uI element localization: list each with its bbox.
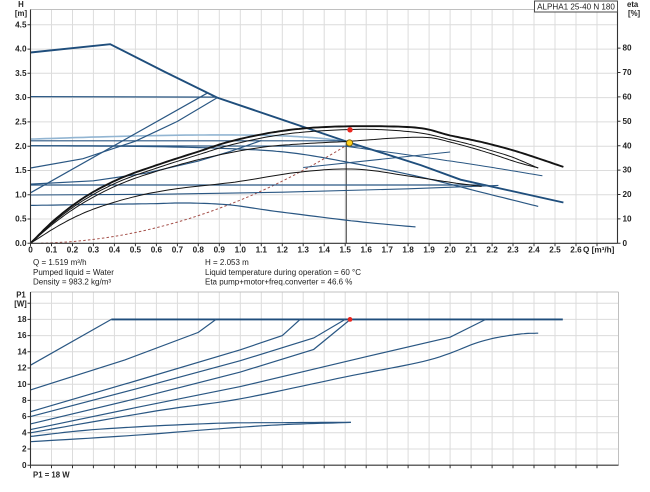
svg-text:1.0: 1.0 [235, 246, 247, 255]
svg-text:18: 18 [17, 315, 27, 324]
svg-text:1.5: 1.5 [15, 166, 27, 175]
svg-text:2.4: 2.4 [528, 246, 540, 255]
svg-text:2.6: 2.6 [570, 246, 582, 255]
svg-text:6: 6 [22, 412, 27, 421]
svg-text:60: 60 [623, 93, 633, 102]
svg-text:1.5: 1.5 [340, 246, 352, 255]
svg-text:3.5: 3.5 [15, 69, 27, 78]
svg-text:70: 70 [623, 68, 633, 77]
svg-text:16: 16 [17, 331, 27, 340]
svg-text:14: 14 [17, 347, 27, 356]
svg-text:1.7: 1.7 [382, 246, 394, 255]
svg-text:ALPHA1 25-40 N 180: ALPHA1 25-40 N 180 [537, 2, 615, 11]
svg-text:1.6: 1.6 [361, 246, 373, 255]
svg-text:0.8: 0.8 [193, 246, 205, 255]
svg-text:4.5: 4.5 [15, 20, 27, 29]
svg-text:3.0: 3.0 [15, 93, 27, 102]
svg-text:0: 0 [22, 461, 27, 470]
svg-text:2.1: 2.1 [465, 246, 477, 255]
svg-text:[W]: [W] [14, 300, 27, 309]
svg-text:0.9: 0.9 [214, 246, 226, 255]
svg-text:1.8: 1.8 [402, 246, 414, 255]
svg-text:4.0: 4.0 [15, 45, 27, 54]
svg-text:Q [m³/h]: Q [m³/h] [583, 246, 615, 255]
svg-text:20: 20 [623, 190, 633, 199]
svg-text:50: 50 [623, 117, 633, 126]
svg-text:2.0: 2.0 [444, 246, 456, 255]
svg-text:Q = 1.519 m³/h: Q = 1.519 m³/h [33, 258, 87, 267]
svg-text:1.4: 1.4 [319, 246, 331, 255]
svg-text:80: 80 [623, 44, 633, 53]
svg-text:0.6: 0.6 [151, 246, 163, 255]
svg-text:0.0: 0.0 [15, 239, 27, 248]
svg-text:2.0: 2.0 [15, 142, 27, 151]
svg-text:2: 2 [22, 445, 27, 454]
svg-text:8: 8 [22, 396, 27, 405]
svg-text:4: 4 [22, 428, 27, 437]
svg-text:1.2: 1.2 [277, 246, 289, 255]
svg-text:0.5: 0.5 [15, 215, 27, 224]
svg-text:[m]: [m] [15, 9, 28, 18]
svg-text:0: 0 [28, 246, 33, 255]
svg-text:40: 40 [623, 141, 633, 150]
svg-text:1.9: 1.9 [423, 246, 435, 255]
svg-text:0.5: 0.5 [130, 246, 142, 255]
svg-text:[%]: [%] [628, 9, 641, 18]
svg-text:30: 30 [623, 166, 633, 175]
svg-text:12: 12 [17, 364, 27, 373]
svg-text:0.4: 0.4 [109, 246, 121, 255]
svg-text:Density = 983.2 kg/m³: Density = 983.2 kg/m³ [33, 278, 111, 287]
svg-text:eta: eta [627, 0, 639, 9]
svg-text:1.1: 1.1 [256, 246, 268, 255]
svg-text:0: 0 [623, 239, 628, 248]
svg-text:Pumped liquid = Water: Pumped liquid = Water [33, 268, 114, 277]
svg-text:2.5: 2.5 [15, 118, 27, 127]
svg-text:Eta pump+motor+freq.converter: Eta pump+motor+freq.converter = 46.6 % [205, 278, 352, 287]
svg-text:H: H [18, 0, 24, 9]
svg-text:2.5: 2.5 [549, 246, 561, 255]
svg-text:0.2: 0.2 [67, 246, 79, 255]
svg-text:10: 10 [17, 380, 27, 389]
svg-text:1.3: 1.3 [298, 246, 310, 255]
svg-text:P1: P1 [16, 291, 26, 300]
svg-text:2.2: 2.2 [486, 246, 498, 255]
svg-text:H = 2.053 m: H = 2.053 m [205, 258, 249, 267]
svg-text:0.1: 0.1 [46, 246, 58, 255]
svg-text:0.3: 0.3 [88, 246, 100, 255]
svg-text:2.3: 2.3 [507, 246, 519, 255]
svg-text:Liquid temperature during oper: Liquid temperature during operation = 60… [205, 268, 361, 277]
svg-text:P1 = 18 W: P1 = 18 W [33, 471, 70, 480]
svg-text:1.0: 1.0 [15, 190, 27, 199]
svg-text:10: 10 [623, 215, 633, 224]
svg-text:0.7: 0.7 [172, 246, 184, 255]
